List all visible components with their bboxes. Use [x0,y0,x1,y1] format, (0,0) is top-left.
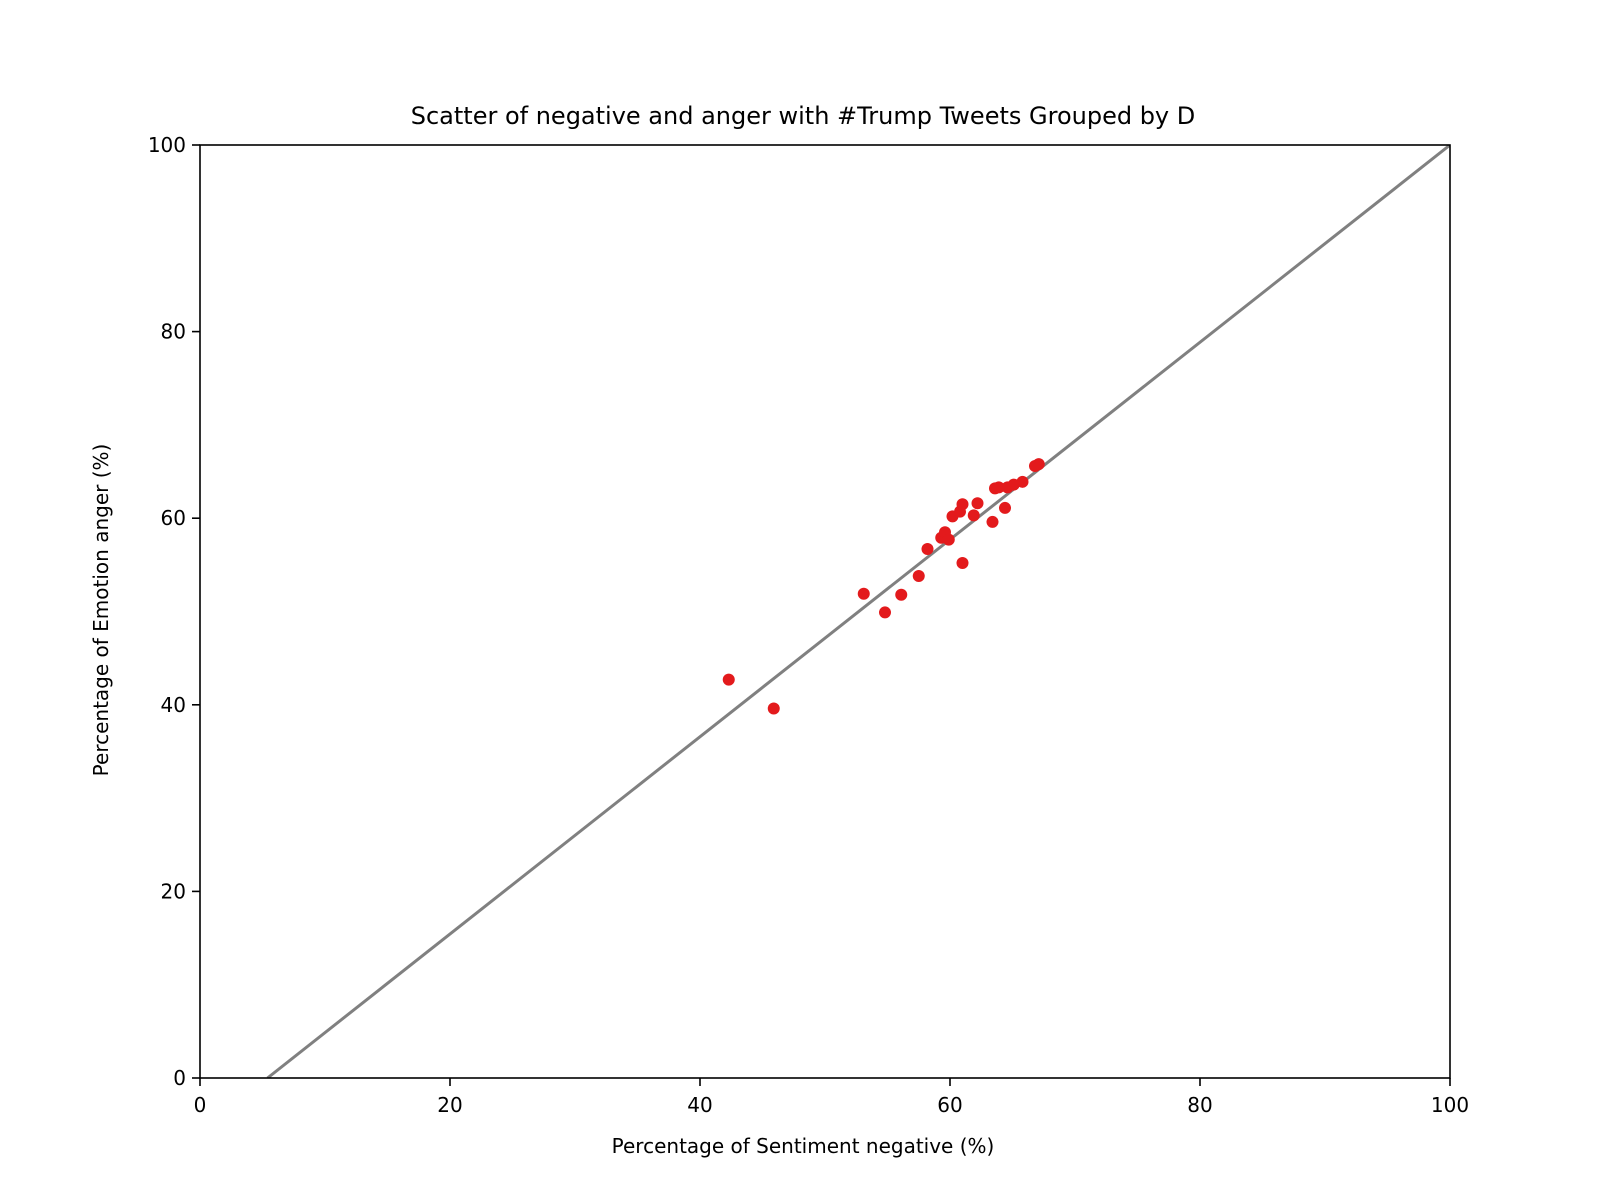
scatter-point [921,542,934,555]
scatter-point [722,673,735,686]
y-tick-label: 20 [161,879,186,903]
x-tick-label: 80 [1187,1093,1212,1117]
x-tick-label: 0 [194,1093,207,1117]
scatter-point [912,570,925,583]
scatter-point [986,515,999,528]
y-axis-label: Percentage of Emotion anger (%) [89,444,113,777]
x-tick-label: 20 [437,1093,462,1117]
reference-line [266,145,1450,1078]
y-tick-label: 40 [161,693,186,717]
scatter-point [956,498,969,511]
y-tick-label: 80 [161,320,186,344]
x-tick-label: 100 [1431,1093,1469,1117]
scatter-point [992,481,1005,494]
scatter-point [942,533,955,546]
scatter-point [967,509,980,522]
scatter-point [767,702,780,715]
y-axis-ticks: 0 20 40 60 80 100 [148,133,200,1090]
scatter-point [1032,458,1045,471]
scatter-point [999,501,1011,514]
scatter-point [857,587,870,600]
y-tick-label: 0 [173,1066,186,1090]
x-tick-label: 40 [687,1093,712,1117]
scatter-point [895,588,908,601]
x-axis-ticks: 0 20 40 60 80 100 [194,1078,1469,1117]
scatter-point [1016,475,1029,488]
axes-frame [199,144,1451,1079]
x-tick-label: 60 [937,1093,962,1117]
y-tick-label: 100 [148,133,186,157]
chart-title: Scatter of negative and anger with #Trum… [411,102,1196,130]
scatter-point [956,556,969,569]
scatter-point [971,497,984,510]
x-axis-label: Percentage of Sentiment negative (%) [612,1134,995,1158]
y-tick-label: 60 [161,506,186,530]
scatter-point [879,606,891,619]
plot-area [266,145,1450,1078]
